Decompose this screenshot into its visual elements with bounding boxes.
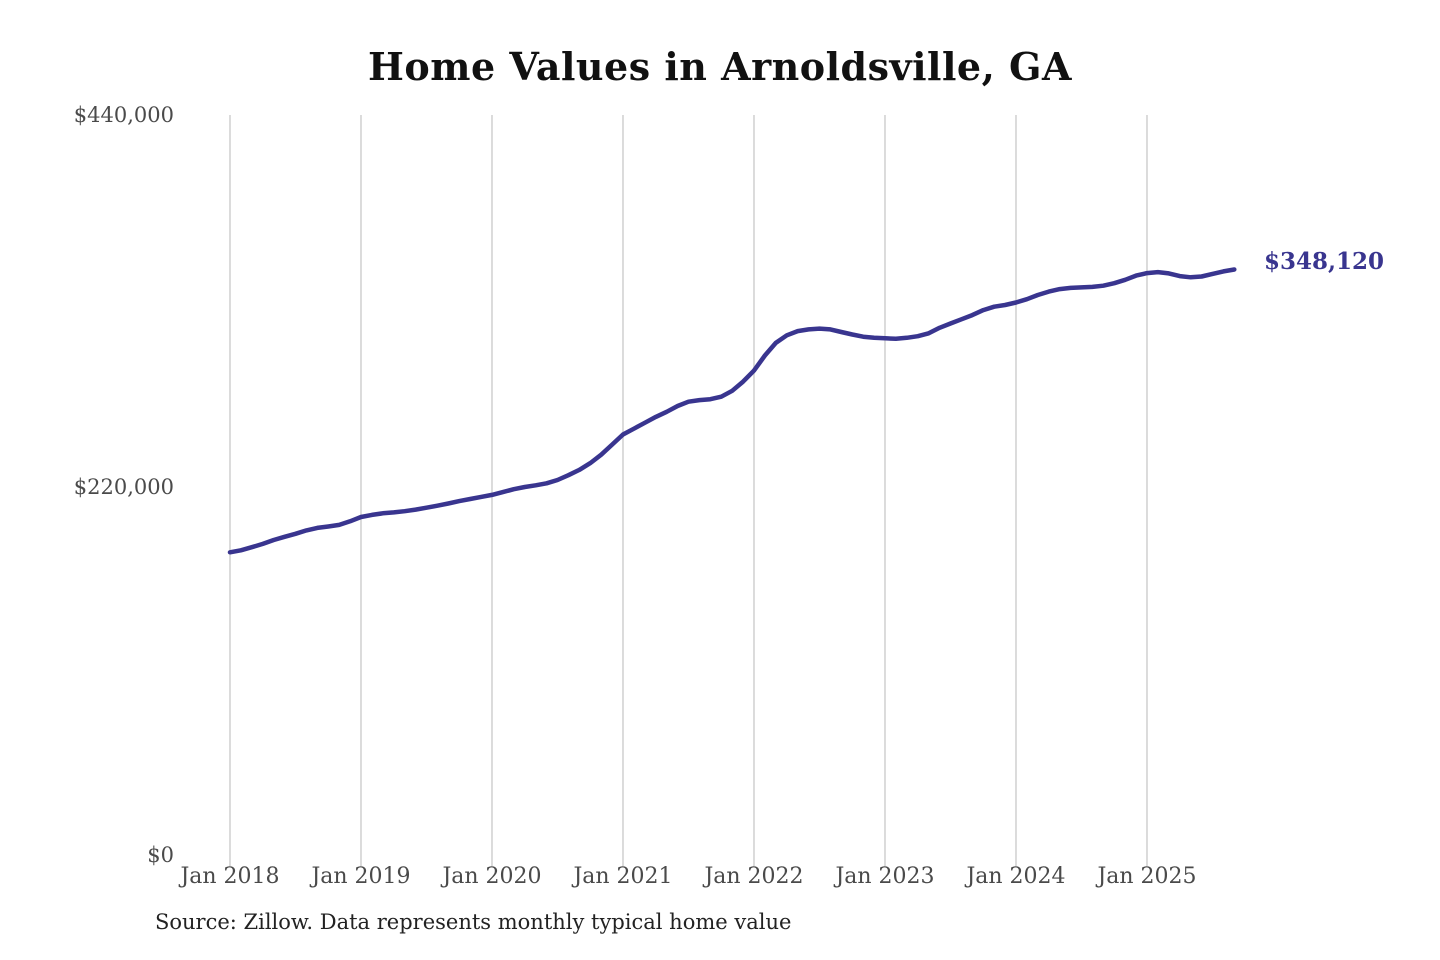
source-note: Source: Zillow. Data represents monthly … — [155, 910, 792, 934]
x-tick-label-jan-2022: Jan 2022 — [704, 864, 804, 889]
y-tick-label-220000: $220,000 — [73, 475, 174, 499]
x-tick-label-jan-2019: Jan 2019 — [311, 864, 411, 889]
x-tick-label-jan-2018: Jan 2018 — [180, 864, 280, 889]
x-tick-label-jan-2024: Jan 2024 — [966, 864, 1066, 889]
x-tick-label-jan-2025: Jan 2025 — [1097, 864, 1197, 889]
chart-title: Home Values in Arnoldsville, GA — [368, 44, 1072, 89]
x-tick-label-jan-2020: Jan 2020 — [442, 864, 542, 889]
x-tick-label-jan-2023: Jan 2023 — [835, 864, 935, 889]
y-tick-label-0: $0 — [147, 843, 174, 867]
current-value-label: $348,120 — [1264, 248, 1385, 275]
home-value-line — [227, 267, 1237, 555]
y-tick-label-440000: $440,000 — [73, 103, 174, 127]
x-tick-label-jan-2021: Jan 2021 — [573, 864, 673, 889]
